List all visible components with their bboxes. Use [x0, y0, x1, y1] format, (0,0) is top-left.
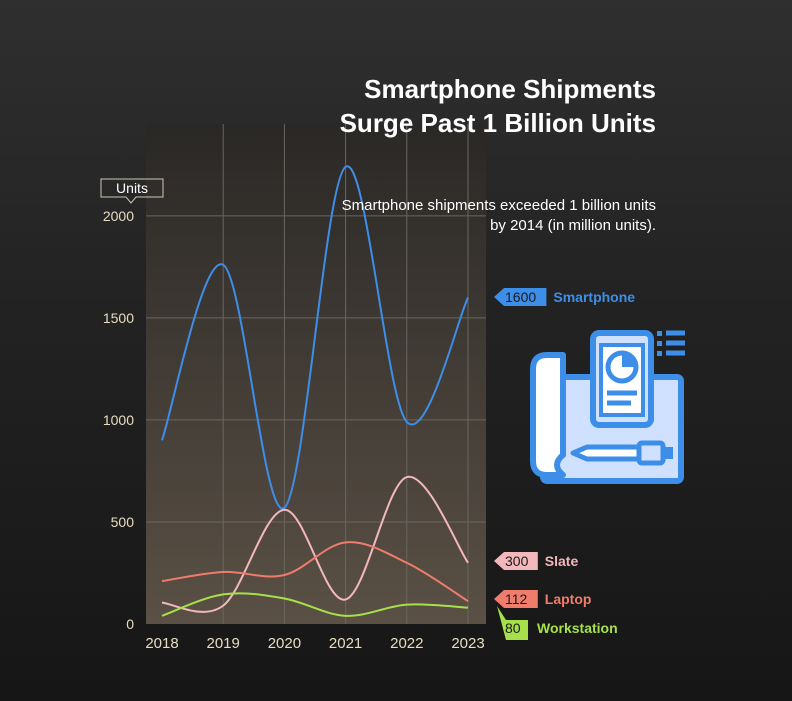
y-tick-label: 500 — [111, 514, 135, 530]
end-label-name: Workstation — [537, 620, 618, 636]
end-label-tag — [494, 288, 547, 306]
y-tick-label: 2000 — [103, 208, 134, 224]
series-lines — [161, 165, 469, 617]
y-axis-label-text: Units — [116, 180, 148, 196]
end-label-laptop: 112 Laptop — [494, 590, 591, 608]
end-label-value: 80 — [505, 620, 521, 636]
grid — [146, 124, 486, 624]
y-tick-label: 1500 — [103, 310, 134, 326]
smartphone-blueprint-icon — [530, 330, 685, 484]
end-label-name: Slate — [545, 553, 579, 569]
end-label-name: Laptop — [545, 591, 592, 607]
end-label-smartphone: 1600 Smartphone — [494, 288, 635, 306]
end-label-value: 1600 — [505, 289, 536, 305]
end-label-tag — [497, 606, 528, 640]
end-label-slate: 300 Slate — [494, 552, 578, 570]
end-label-workstation: 80 Workstation — [497, 606, 618, 640]
end-label-tag — [494, 590, 538, 608]
x-tick-label: 2018 — [145, 635, 178, 652]
series-line-workstation — [161, 592, 469, 617]
x-tick-label: 2022 — [390, 635, 423, 652]
end-label-name: Smartphone — [553, 289, 635, 305]
y-axis-label-box — [100, 178, 164, 204]
end-label-value: 300 — [505, 553, 529, 569]
y-tick-label: 0 — [126, 616, 134, 632]
end-label-value: 112 — [505, 591, 528, 607]
chart-subtitle: Smartphone shipments exceeded 1 billion … — [341, 197, 656, 234]
x-tick-label: 2023 — [451, 635, 484, 652]
end-labels: 1600 Smartphone 300 Slate 112 Laptop 80 Worksta… — [494, 288, 635, 640]
axes: 0 500 1000 1500 2000 2018 2019 2020 2021 2022 2023… — [100, 178, 485, 652]
x-tick-label: 2020 — [268, 635, 301, 652]
x-tick-label: 2021 — [329, 635, 362, 652]
y-axis-label: Units — [100, 178, 164, 204]
series-line-slate — [161, 476, 469, 613]
plot-area — [146, 124, 486, 624]
y-tick-label: 1000 — [103, 412, 134, 428]
series-line-laptop — [161, 541, 469, 602]
end-label-tag — [494, 552, 538, 570]
series-line-smartphone — [161, 165, 469, 510]
chart-title: Smartphone Shipments Surge Past 1 Billio… — [339, 74, 656, 138]
x-tick-label: 2019 — [207, 635, 240, 652]
